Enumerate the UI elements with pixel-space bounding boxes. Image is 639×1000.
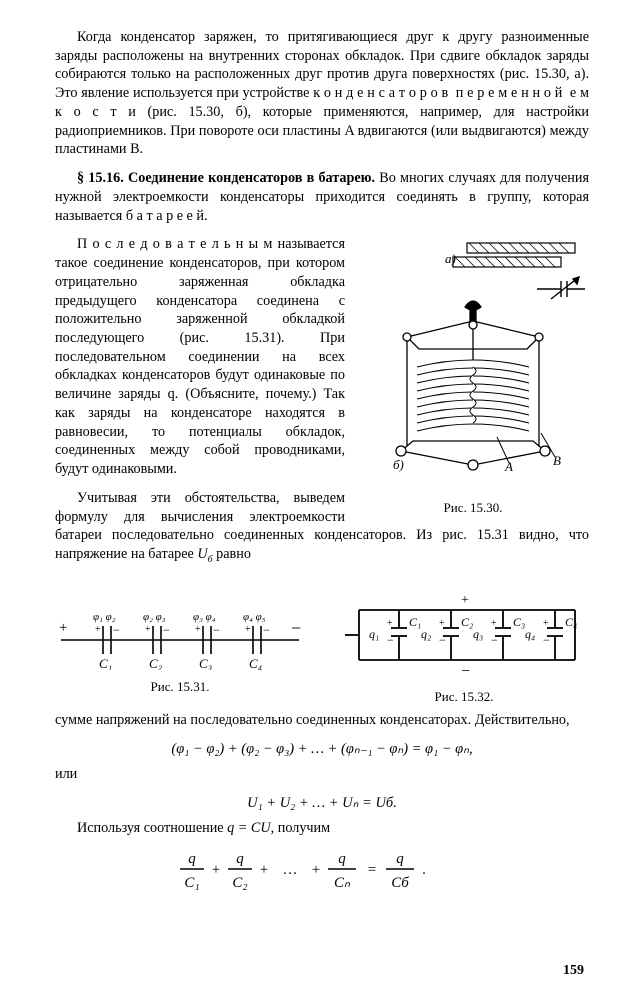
svg-text:б): б): [393, 457, 404, 472]
svg-text:+: +: [439, 618, 445, 629]
svg-text:−: −: [213, 623, 220, 637]
intro-paragraph: Когда конденсатор заряжен, то притягиваю…: [55, 28, 589, 159]
svg-text:C₂: C₂: [232, 875, 247, 891]
using-relation-paragraph: Используя соотношение q = CU, получим: [55, 819, 589, 838]
svg-text:Cб: Cб: [391, 875, 409, 891]
svg-text:φ₃ φ₄: φ₃ φ₄: [193, 611, 216, 623]
svg-text:q₄: q₄: [525, 627, 535, 641]
svg-text:+: +: [461, 593, 469, 608]
svg-text:C₃: C₃: [513, 615, 525, 629]
svg-text:q₂: q₂: [421, 627, 431, 641]
svg-text:q: q: [396, 851, 404, 867]
figure-15-32-caption: Рис. 15.32.: [339, 688, 589, 705]
svg-text:+: +: [95, 624, 101, 635]
q-cu-relation: q = CU: [227, 820, 270, 836]
svg-text:φ₂ φ₃: φ₂ φ₃: [143, 611, 166, 623]
svg-text:φ₁ φ₂: φ₁ φ₂: [93, 611, 116, 623]
ili-text: или: [55, 765, 589, 784]
svg-text:+: +: [212, 862, 220, 878]
figure-15-30: a): [357, 237, 589, 516]
equation-fractions: q C₁ + q C₂ + … + q Cₙ = q Cб .: [55, 847, 589, 891]
equation-potentials: (φ₁ − φ₂) + (φ₂ − φ₃) + … + (φₙ₋₁ − φₙ) …: [55, 740, 589, 759]
svg-text:C₁: C₁: [409, 615, 421, 629]
svg-text:C₄: C₄: [249, 656, 263, 670]
figure-15-31-caption: Рис. 15.31.: [55, 678, 305, 695]
u-b-symbol: Uб: [197, 546, 212, 562]
svg-text:C₂: C₂: [149, 656, 163, 670]
figures-row: + − +− +− +− +− φ₁ φ₂ φ₂ φ₃ φ₃ φ₄ φ₄ φ₅ …: [55, 590, 589, 705]
svg-text:C₄: C₄: [565, 615, 577, 629]
svg-text:−: −: [291, 618, 301, 638]
svg-text:.: .: [422, 862, 426, 878]
svg-text:−: −: [163, 623, 170, 637]
svg-text:+: +: [312, 862, 320, 878]
derive-text-b: равно: [213, 546, 251, 562]
svg-text:+: +: [245, 624, 251, 635]
svg-text:C₁: C₁: [99, 656, 112, 670]
svg-text:q: q: [188, 851, 196, 867]
svg-text:q₁: q₁: [369, 627, 379, 641]
svg-text:Cₙ: Cₙ: [334, 875, 351, 891]
svg-text:+: +: [260, 862, 268, 878]
svg-text:−: −: [491, 633, 498, 647]
figure-15-30-caption: Рис. 15.30.: [357, 499, 589, 516]
svg-text:…: …: [283, 862, 298, 878]
wrap-block: a): [55, 235, 589, 576]
svg-text:+: +: [145, 624, 151, 635]
svg-text:q₃: q₃: [473, 627, 483, 641]
using-relation-b: , получим: [271, 820, 330, 836]
svg-text:−: −: [387, 633, 394, 647]
figure-15-30-image: a): [357, 237, 589, 497]
section-label: § 15.16. Соединение конденсаторов в бата…: [77, 170, 375, 186]
svg-text:C₂: C₂: [461, 615, 473, 629]
svg-text:q: q: [338, 851, 346, 867]
svg-text:−: −: [461, 663, 470, 680]
svg-text:=: =: [368, 862, 376, 878]
page-number: 159: [563, 962, 584, 980]
svg-text:+: +: [491, 618, 497, 629]
svg-text:+: +: [387, 618, 393, 629]
svg-text:C₁: C₁: [184, 875, 199, 891]
page: Когда конденсатор заряжен, то притягиваю…: [0, 0, 639, 1000]
svg-text:φ₄ φ₅: φ₄ φ₅: [243, 611, 266, 623]
section-paragraph: § 15.16. Соединение конденсаторов в бата…: [55, 169, 589, 225]
svg-text:−: −: [113, 623, 120, 637]
using-relation-a: Используя соотношение: [77, 820, 227, 836]
svg-text:+: +: [59, 620, 67, 636]
svg-text:−: −: [543, 633, 550, 647]
svg-text:+: +: [543, 618, 549, 629]
figure-15-32: + − C₁ C₂ C₃ C₄ q₁ q₂ q₃ q₄ +− +− +− +− …: [339, 590, 589, 705]
svg-text:a): a): [445, 251, 456, 266]
svg-text:−: −: [439, 633, 446, 647]
svg-text:−: −: [263, 623, 270, 637]
figure-15-31: + − +− +− +− +− φ₁ φ₂ φ₂ φ₃ φ₃ φ₄ φ₄ φ₅ …: [55, 590, 305, 695]
svg-text:q: q: [236, 851, 244, 867]
equation-voltages: U₁ + U₂ + … + Uₙ = Uб.: [55, 794, 589, 813]
after-figs-paragraph: сумме напряжений на последовательно соед…: [55, 711, 589, 730]
svg-text:C₃: C₃: [199, 656, 212, 670]
svg-text:+: +: [195, 624, 201, 635]
